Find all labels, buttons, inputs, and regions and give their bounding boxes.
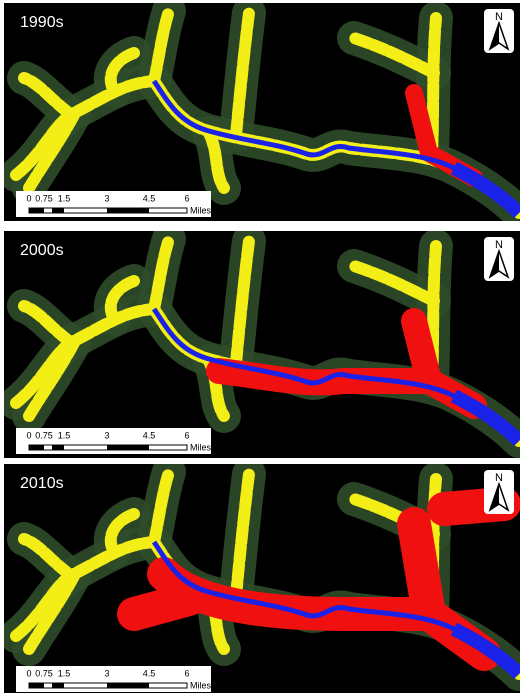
scale-label: 3 [104,668,109,678]
scale-label: 1.5 [58,668,71,678]
scale-label: 6 [184,668,189,678]
scale-segment [29,208,44,213]
scale-unit: Miles [190,205,212,215]
land-use-red [134,599,189,614]
scale-segment [107,208,149,213]
scale-label: 0 [26,668,31,678]
panel-label: 2010s [20,475,64,492]
scale-label: 0 [26,193,31,203]
scale-label: 1.5 [58,430,71,440]
scale-segment [52,683,64,688]
scale-segment [52,445,64,450]
scale-label: 4.5 [143,668,156,678]
scale-label: 0.75 [35,668,53,678]
scale-label: 4.5 [143,430,156,440]
scale-label: 3 [104,430,109,440]
scale-label: 0 [26,430,31,440]
scale-segment [29,445,44,450]
scale-label: 6 [184,430,189,440]
scale-label: 4.5 [143,193,156,203]
scale-segment [107,683,149,688]
scale-label: 6 [184,193,189,203]
scale-label: 0.75 [35,430,53,440]
scale-segment [29,683,44,688]
scale-unit: Miles [190,680,212,690]
panel-label: 1990s [20,14,64,31]
scale-label: 0.75 [35,193,53,203]
scale-segment [52,208,64,213]
figure: 1990sN00.751.534.56Miles2000sN00.751.534… [0,0,525,693]
scale-label: 3 [104,193,109,203]
scale-unit: Miles [190,442,212,452]
scale-label: 1.5 [58,193,71,203]
scale-segment [107,445,149,450]
panel-label: 2000s [20,242,64,259]
